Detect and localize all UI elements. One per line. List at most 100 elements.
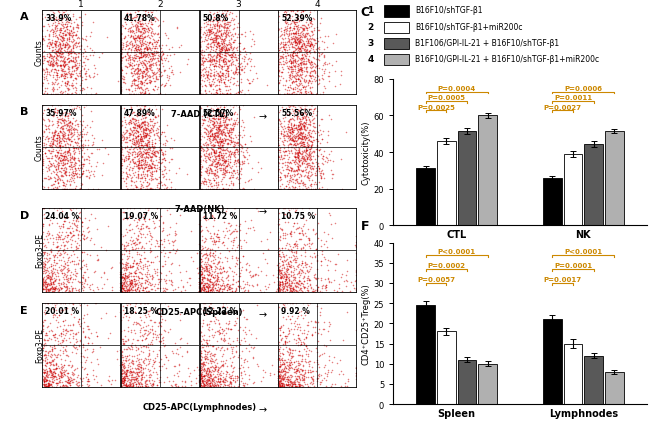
Point bbox=[292, 367, 302, 374]
Point bbox=[224, 154, 235, 161]
Point bbox=[234, 186, 244, 193]
Point bbox=[304, 162, 315, 169]
Point bbox=[55, 44, 65, 51]
Point bbox=[53, 156, 63, 163]
Point bbox=[47, 328, 58, 335]
Point bbox=[209, 266, 220, 273]
Point bbox=[290, 372, 300, 379]
Point bbox=[55, 49, 65, 55]
Point bbox=[197, 264, 207, 271]
Point bbox=[216, 344, 226, 351]
Point bbox=[151, 43, 161, 50]
Point bbox=[244, 225, 255, 232]
Point bbox=[292, 19, 302, 26]
Point bbox=[284, 284, 294, 291]
Point bbox=[125, 34, 136, 41]
Point bbox=[291, 24, 301, 31]
Point bbox=[198, 300, 209, 307]
Point bbox=[228, 364, 239, 371]
Point bbox=[118, 209, 128, 216]
Point bbox=[138, 224, 149, 231]
Point bbox=[39, 366, 49, 373]
Point bbox=[304, 154, 314, 160]
Point bbox=[145, 280, 155, 287]
Point bbox=[47, 55, 58, 62]
Point bbox=[202, 280, 212, 287]
Point bbox=[215, 53, 226, 60]
Point bbox=[207, 334, 218, 341]
Point bbox=[76, 376, 86, 383]
Point bbox=[291, 177, 302, 184]
Point bbox=[231, 139, 242, 146]
Point bbox=[82, 84, 92, 91]
Point bbox=[46, 275, 57, 282]
Point bbox=[320, 34, 330, 40]
Point bbox=[203, 284, 213, 291]
Point bbox=[126, 71, 136, 78]
Point bbox=[62, 276, 73, 283]
Point bbox=[122, 383, 133, 390]
Point bbox=[42, 59, 53, 66]
Point bbox=[195, 288, 205, 295]
Point bbox=[57, 12, 67, 19]
Point bbox=[276, 176, 286, 183]
Point bbox=[218, 31, 228, 38]
Point bbox=[54, 46, 64, 53]
Point bbox=[122, 302, 132, 309]
Point bbox=[122, 135, 132, 142]
Point bbox=[55, 124, 66, 131]
Point bbox=[136, 25, 147, 32]
Point bbox=[126, 276, 136, 283]
Point bbox=[64, 186, 75, 193]
Point bbox=[64, 159, 75, 166]
Point bbox=[287, 249, 297, 256]
Point bbox=[209, 350, 219, 357]
Point bbox=[57, 113, 67, 120]
Point bbox=[116, 269, 127, 276]
Point bbox=[293, 114, 304, 120]
Point bbox=[153, 66, 164, 73]
Point bbox=[49, 70, 59, 77]
Point bbox=[293, 365, 304, 372]
Point bbox=[153, 57, 164, 64]
Point bbox=[135, 178, 146, 185]
Point bbox=[208, 91, 218, 98]
Point bbox=[229, 132, 240, 139]
Point bbox=[42, 51, 52, 58]
Point bbox=[280, 148, 290, 155]
Point bbox=[47, 132, 58, 139]
Point bbox=[75, 82, 85, 89]
Point bbox=[37, 151, 47, 158]
Point bbox=[283, 215, 293, 221]
Point bbox=[70, 68, 80, 75]
Point bbox=[194, 130, 205, 137]
Point bbox=[218, 338, 229, 344]
Point bbox=[278, 283, 289, 289]
Point bbox=[63, 152, 73, 159]
Point bbox=[148, 87, 159, 94]
Point bbox=[291, 141, 302, 147]
Point bbox=[200, 275, 210, 282]
Point bbox=[81, 34, 91, 41]
Point bbox=[213, 43, 224, 49]
Point bbox=[291, 22, 301, 29]
Point bbox=[222, 27, 232, 34]
Point bbox=[194, 104, 205, 111]
Point bbox=[317, 161, 328, 168]
Point bbox=[138, 60, 148, 67]
Point bbox=[127, 382, 138, 389]
Point bbox=[69, 64, 79, 71]
Point bbox=[136, 300, 146, 307]
Point bbox=[44, 347, 54, 354]
Point bbox=[134, 49, 144, 56]
Point bbox=[292, 373, 303, 380]
Point bbox=[128, 136, 138, 143]
Point bbox=[219, 218, 229, 225]
Point bbox=[125, 289, 136, 295]
Point bbox=[307, 367, 318, 374]
Point bbox=[122, 273, 133, 280]
Point bbox=[46, 336, 56, 343]
Point bbox=[127, 174, 137, 181]
Point bbox=[37, 135, 47, 142]
Point bbox=[300, 369, 311, 376]
